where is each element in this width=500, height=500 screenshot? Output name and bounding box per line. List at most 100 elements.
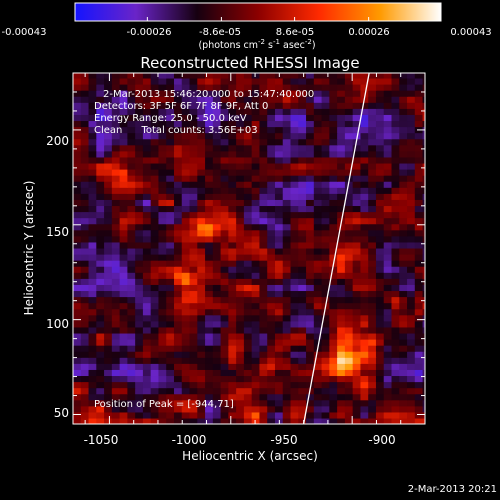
heatmap-cell — [80, 399, 90, 407]
heatmap-cell — [306, 417, 315, 424]
heatmap-cell — [119, 411, 128, 419]
heatmap-cell — [251, 345, 261, 352]
heatmap-cell — [88, 241, 97, 249]
heatmap-cell — [290, 211, 299, 219]
heatmap-cell — [205, 381, 214, 389]
heatmap-cell — [360, 84, 369, 91]
heatmap-cell — [104, 175, 113, 182]
heatmap-cell — [290, 290, 299, 298]
heatmap-cell — [150, 223, 160, 231]
heatmap-cell — [158, 144, 167, 152]
heatmap-cell — [189, 417, 198, 424]
heatmap-cell — [329, 90, 338, 97]
heatmap-cell — [321, 199, 330, 207]
heatmap-cell — [298, 254, 307, 261]
heatmap-cell — [290, 363, 299, 370]
heatmap-cell — [166, 363, 175, 370]
heatmap-cell — [111, 260, 121, 267]
heatmap-cell — [135, 108, 144, 115]
heatmap-cell — [399, 181, 408, 188]
heatmap-cell — [306, 175, 315, 182]
heatmap-cell — [344, 302, 354, 310]
heatmap-cell — [212, 272, 222, 279]
heatmap-cell — [189, 144, 198, 152]
heatmap-cell — [104, 363, 113, 370]
heatmap-cell — [282, 126, 292, 134]
heatmap-cell — [360, 387, 369, 395]
heatmap-cell — [391, 357, 400, 364]
heatmap-cell — [368, 132, 377, 140]
heatmap-cell — [88, 345, 97, 352]
heatmap-cell — [274, 223, 284, 231]
heatmap-cell — [111, 375, 121, 383]
heatmap-cell — [414, 375, 424, 383]
heatmap-cell — [414, 345, 424, 352]
heatmap-cell — [306, 393, 315, 401]
heatmap-cell — [212, 126, 222, 134]
heatmap-cell — [166, 162, 175, 170]
heatmap-cell — [220, 272, 229, 279]
heatmap-cell — [88, 77, 97, 85]
heatmap-cell — [321, 296, 330, 304]
heatmap-cell — [205, 187, 214, 194]
heatmap-cell — [352, 90, 362, 97]
heatmap-cell — [111, 102, 121, 109]
heatmap-cell — [181, 169, 191, 176]
heatmap-cell — [166, 102, 175, 109]
heatmap-cell — [220, 254, 229, 261]
heatmap-cell — [111, 284, 121, 292]
heatmap-cell — [135, 351, 144, 358]
heatmap-cell — [166, 120, 175, 128]
heatmap-cell — [166, 296, 175, 304]
heatmap-cell — [306, 345, 315, 352]
heatmap-cell — [282, 132, 292, 140]
heatmap-cell — [282, 175, 292, 182]
heatmap-cell — [282, 144, 292, 152]
heatmap-cell — [96, 381, 105, 389]
heatmap-cell — [104, 290, 113, 298]
heatmap-cell — [158, 120, 167, 128]
heatmap-cell — [96, 345, 105, 352]
x-tick-label-1: -1000 — [172, 433, 207, 447]
heatmap-cell — [205, 156, 214, 164]
heatmap-cell — [127, 162, 136, 170]
heatmap-cell — [259, 77, 268, 85]
heatmap-cell — [344, 84, 354, 91]
heatmap-cell — [321, 156, 330, 164]
heatmap-cell — [228, 351, 237, 358]
heatmap-cell — [96, 138, 105, 146]
heatmap-cell — [321, 144, 330, 152]
heatmap-cell — [375, 302, 385, 310]
heatmap-cell — [329, 405, 338, 413]
heatmap-cell — [321, 290, 330, 298]
heatmap-cell — [368, 387, 377, 395]
heatmap-cell — [368, 241, 377, 249]
heatmap-cell — [127, 260, 136, 267]
heatmap-cell — [228, 375, 237, 383]
heatmap-cell — [104, 235, 113, 243]
heatmap-cell — [375, 326, 385, 334]
heatmap-cell — [414, 138, 424, 146]
heatmap-cell — [73, 73, 82, 79]
heatmap-cell — [375, 393, 385, 401]
heatmap-cell — [243, 217, 253, 225]
annotations: 2-Mar-2013 15:46:20.000 to 15:47:40.000 … — [94, 89, 314, 410]
heatmap-cell — [360, 284, 369, 292]
heatmap-cell — [375, 96, 385, 103]
heatmap-cell — [375, 114, 385, 122]
heatmap-cell — [290, 229, 299, 237]
heatmap-cell — [329, 169, 338, 176]
heatmap-cell — [243, 260, 253, 267]
heatmap-cell — [135, 357, 144, 364]
heatmap-cell — [274, 235, 284, 243]
heatmap-cell — [407, 175, 416, 182]
heatmap-cell — [104, 393, 113, 401]
heatmap-cell — [220, 351, 229, 358]
heatmap-cell — [267, 241, 276, 249]
heatmap-cell — [173, 254, 183, 261]
heatmap-cell — [189, 132, 198, 140]
heatmap-cell — [407, 339, 416, 346]
heatmap-cell — [173, 369, 183, 377]
heatmap-cell — [267, 302, 276, 310]
heatmap-cell — [220, 417, 229, 424]
